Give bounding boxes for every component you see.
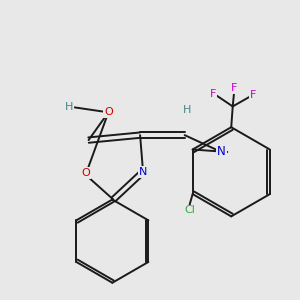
Text: H: H xyxy=(64,102,73,112)
Text: F: F xyxy=(250,90,256,100)
Text: O: O xyxy=(104,107,113,117)
Text: F: F xyxy=(231,83,237,93)
Text: Cl: Cl xyxy=(184,206,195,215)
Text: N: N xyxy=(217,146,226,158)
Text: H: H xyxy=(182,105,191,116)
Text: O: O xyxy=(81,168,90,178)
Text: F: F xyxy=(210,89,217,99)
Text: N: N xyxy=(139,167,147,177)
